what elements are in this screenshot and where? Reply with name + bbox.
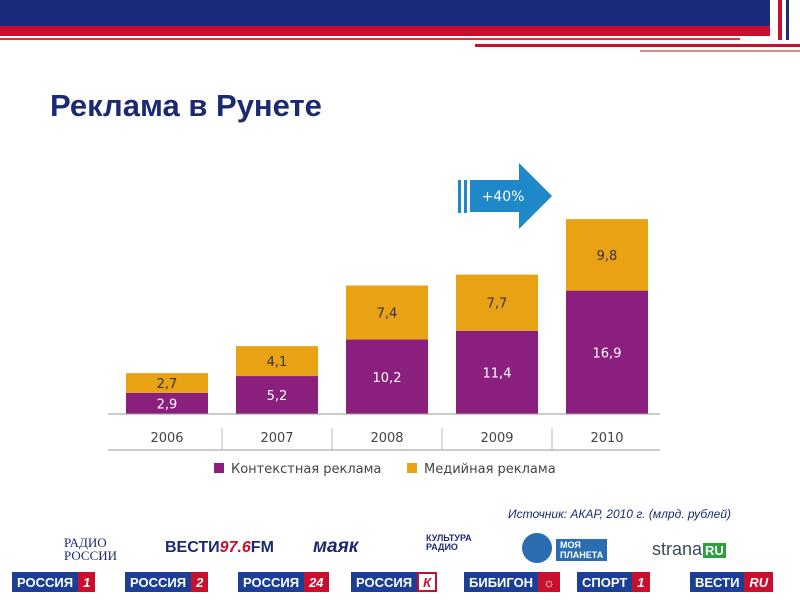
bar-context-2010 bbox=[566, 290, 648, 414]
channel-badge-russia-k: РОССИЯ К bbox=[351, 572, 438, 592]
channel-badge-sport-1: СПОРТ 1 bbox=[577, 572, 650, 592]
page-title: Реклама в Рунете bbox=[50, 88, 322, 123]
channel-badge-bibigon: БИБИГОН ☼ bbox=[464, 572, 560, 592]
mayak-logo: маяк bbox=[313, 536, 359, 557]
x-tick-label-2008: 2008 bbox=[370, 431, 403, 446]
legend: Контекстная реклама Медийная реклама bbox=[214, 462, 556, 477]
kultura-radio-logo: КУЛЬТУРА РАДИО bbox=[426, 533, 472, 552]
moya-planeta-icon bbox=[522, 533, 552, 563]
channel-badge-russia-1: РОССИЯ 1 bbox=[12, 572, 96, 592]
x-tick-label-2007: 2007 bbox=[260, 431, 293, 446]
value-label-context-2007: 5,2 bbox=[267, 389, 288, 404]
value-label-media-2009: 7,7 bbox=[487, 297, 508, 312]
bar-media-2008 bbox=[346, 285, 428, 340]
bar-context-2008 bbox=[346, 339, 428, 414]
value-label-context-2010: 16,9 bbox=[593, 346, 622, 361]
value-label-context-2008: 10,2 bbox=[373, 371, 402, 386]
x-tick-label-2006: 2006 bbox=[150, 431, 183, 446]
header-band-navy bbox=[0, 0, 800, 26]
bar-context-2006 bbox=[126, 392, 208, 414]
legend-swatch-context bbox=[214, 463, 224, 473]
value-label-media-2010: 9,8 bbox=[597, 249, 618, 264]
source-note: Источник: АКАР, 2010 г. (млрд. рублей) bbox=[508, 507, 732, 521]
bar-media-2010 bbox=[566, 219, 648, 291]
growth-label: +40% bbox=[482, 189, 525, 205]
channel-badge-russia-24: РОССИЯ 24 bbox=[238, 572, 329, 592]
header-rule-thin bbox=[640, 50, 800, 52]
header-gap bbox=[770, 0, 800, 40]
channel-badge-russia-2: РОССИЯ 2 bbox=[125, 572, 209, 592]
x-tick-label-2010: 2010 bbox=[590, 431, 623, 446]
legend-label-context: Контекстная реклама bbox=[231, 462, 381, 477]
bar-context-2007 bbox=[236, 376, 318, 414]
growth-arrow: +40% bbox=[458, 163, 552, 229]
radio-rossii-logo: РАДИО РОССИИ bbox=[64, 535, 118, 563]
value-label-media-2008: 7,4 bbox=[377, 307, 398, 322]
moya-planeta-logo: МОЯ ПЛАНЕТА bbox=[556, 539, 608, 561]
x-ticks-group: 2006 2007 2008 2009 2010 bbox=[150, 428, 624, 450]
bar-media-2007 bbox=[236, 346, 318, 377]
legend-swatch-media bbox=[407, 463, 417, 473]
bar-media-2009 bbox=[456, 274, 538, 331]
header-rule bbox=[0, 38, 740, 40]
value-label-context-2009: 11,4 bbox=[483, 366, 512, 381]
value-label-context-2006: 2,9 bbox=[157, 397, 178, 412]
header-accent-navy bbox=[786, 0, 789, 40]
growth-arrow-shape bbox=[470, 163, 552, 229]
legend-label-media: Медийная реклама bbox=[424, 462, 556, 477]
bar-context-2009 bbox=[456, 330, 538, 414]
x-tick-label-2009: 2009 bbox=[480, 431, 513, 446]
header-accent-red bbox=[778, 0, 782, 40]
bar-media-2006 bbox=[126, 373, 208, 393]
value-label-media-2006: 2,7 bbox=[157, 377, 178, 392]
header-rule-accent bbox=[475, 44, 800, 47]
strana-ru-logo: strana RU bbox=[652, 539, 726, 559]
vesti-fm-logo: ВЕСТИ97.6FM bbox=[165, 539, 274, 556]
channel-badge-vesti-ru: ВЕСТИ RU bbox=[690, 572, 774, 592]
value-label-media-2007: 4,1 bbox=[267, 355, 288, 370]
bars-group: 2,9 2,7 5,2 4,1 10,2 7,4 11,4 7,7 16,9 9,8 bbox=[126, 219, 648, 414]
